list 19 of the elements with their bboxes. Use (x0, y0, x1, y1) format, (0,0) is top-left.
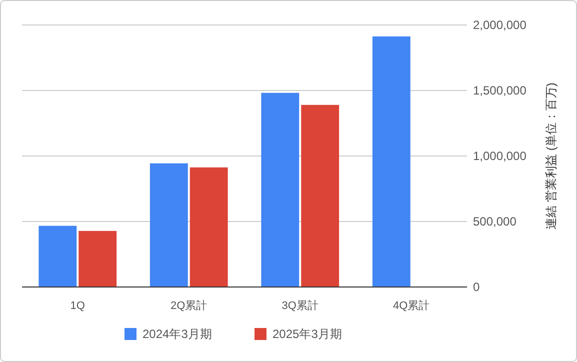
y-tick-label: 2,000,000 (473, 18, 527, 32)
x-tick-label: 1Q (70, 300, 86, 312)
bar (38, 226, 77, 287)
x-tick-label: 2Q累計 (170, 299, 208, 312)
y-tick-label: 1,000,000 (473, 149, 527, 164)
x-tick-label: 3Q累計 (282, 299, 318, 312)
y-tick-label: 500,000 (473, 214, 517, 229)
y-axis-title: 連結 営業利益 (単位：百万) (544, 82, 558, 230)
legend-label: 2025年3月期 (272, 327, 342, 342)
bar (78, 230, 117, 287)
legend-label: 2024年3月期 (142, 327, 212, 342)
bar (372, 36, 410, 287)
bar (150, 163, 188, 287)
x-tick-label: 4Q累計 (393, 299, 430, 312)
bar (301, 104, 340, 287)
y-tick-label: 1,500,000 (473, 84, 527, 98)
y-tick-label: 0 (473, 280, 480, 294)
bar (261, 92, 300, 287)
bar (190, 167, 228, 287)
